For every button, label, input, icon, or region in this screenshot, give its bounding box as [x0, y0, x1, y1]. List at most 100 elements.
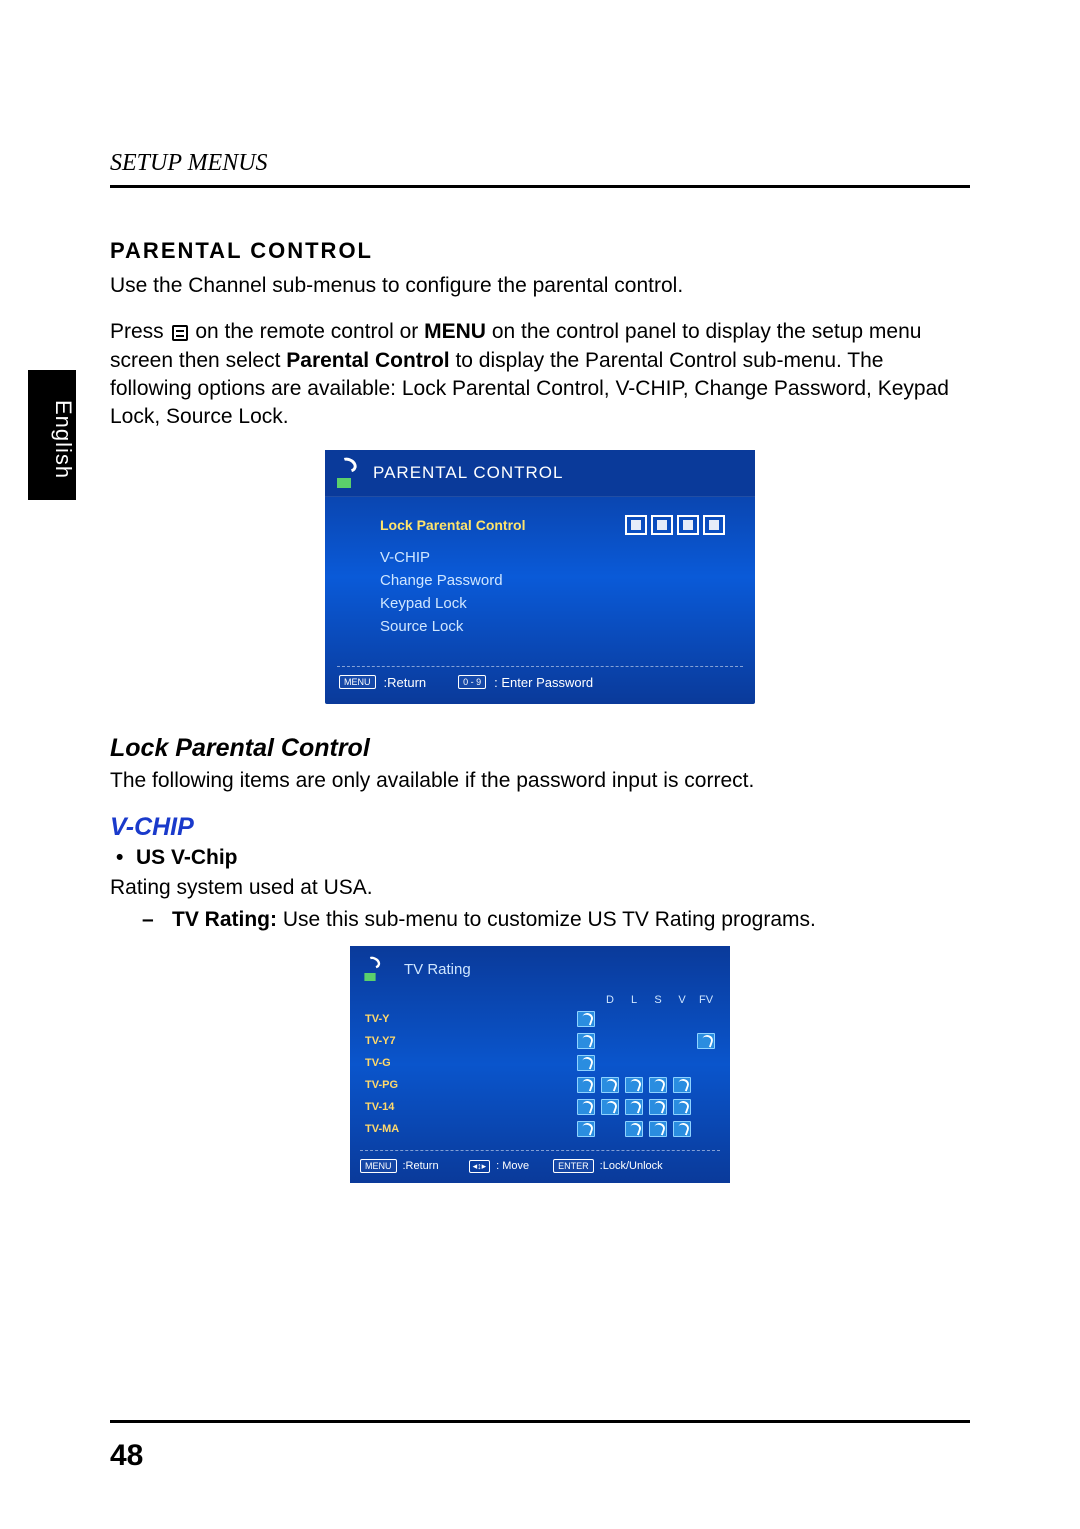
lock-cell[interactable]	[648, 1032, 668, 1050]
lock-cell[interactable]	[576, 1032, 596, 1050]
lock-unlock-label: :Lock/Unlock	[600, 1160, 663, 1172]
rating-header-row: D L S V FV	[364, 994, 716, 1006]
rating-label: TV-MA	[364, 1120, 572, 1138]
col-s: S	[648, 994, 668, 1006]
intro-text: Use the Channel sub-menus to configure t…	[110, 272, 970, 300]
enter-password-label: : Enter Password	[494, 675, 593, 690]
col-fv: FV	[696, 994, 716, 1006]
menu-key-badge: MENU	[339, 675, 376, 689]
tv-rating-screenshot: TV Rating D L S V FV TV-Y TV-Y7 TV-G TV-PG T…	[350, 946, 730, 1183]
lock-cell[interactable]	[576, 1010, 596, 1028]
lock-cell[interactable]	[576, 1054, 596, 1072]
ss1-divider	[337, 666, 743, 667]
change-password-item[interactable]: Change Password	[380, 569, 725, 592]
password-input-boxes[interactable]	[625, 515, 725, 535]
us-vchip-bullet: • US V-Chip	[110, 846, 970, 870]
lock-cell[interactable]	[624, 1098, 644, 1116]
tv-rating-dash: – TV Rating: Use this sub-menu to custom…	[110, 908, 970, 932]
col-d: D	[600, 994, 620, 1006]
parental-control-bold: Parental Control	[286, 349, 449, 372]
source-lock-item[interactable]: Source Lock	[380, 615, 725, 638]
lock-cell[interactable]	[624, 1032, 644, 1050]
ss1-selected-row[interactable]: Lock Parental Control	[380, 515, 725, 535]
lock-icon	[601, 1077, 619, 1093]
lock-cell[interactable]	[624, 1076, 644, 1094]
menu-key-badge-2: MENU	[360, 1159, 397, 1173]
rating-row: TV-14	[364, 1098, 716, 1116]
lock-cell[interactable]	[600, 1054, 620, 1072]
language-side-tab: English	[28, 370, 76, 500]
pw-digit-1[interactable]	[625, 515, 647, 535]
enter-key-badge: ENTER	[553, 1159, 594, 1173]
press-prefix: Press	[110, 320, 170, 343]
header-rule	[110, 185, 970, 188]
lock-cell[interactable]	[600, 1032, 620, 1050]
lock-icon	[625, 1121, 643, 1137]
pw-digit-2[interactable]	[651, 515, 673, 535]
lock-cell[interactable]	[600, 1120, 620, 1138]
page-number: 48	[110, 1439, 143, 1473]
lock-cell[interactable]	[672, 1120, 692, 1138]
rating-row: TV-PG	[364, 1076, 716, 1094]
lock-cell[interactable]	[600, 1076, 620, 1094]
lock-cell[interactable]	[648, 1010, 668, 1028]
lock-icon	[697, 1033, 715, 1049]
lock-icon	[577, 1077, 595, 1093]
lock-icon	[673, 1077, 691, 1093]
lock-cell[interactable]	[576, 1120, 596, 1138]
lock-cell[interactable]	[696, 1120, 716, 1138]
tv-logo-icon	[363, 957, 385, 981]
lock-cell[interactable]	[672, 1076, 692, 1094]
lock-cell[interactable]	[576, 1076, 596, 1094]
lock-cell[interactable]	[696, 1010, 716, 1028]
lock-icon	[601, 1099, 619, 1115]
ss1-header: PARENTAL CONTROL	[325, 450, 755, 497]
lock-cell[interactable]	[624, 1054, 644, 1072]
press-instructions: Press on the remote control or MENU on t…	[110, 318, 970, 431]
lock-cell[interactable]	[624, 1120, 644, 1138]
ss1-footer: MENU :Return 0 - 9 : Enter Password	[325, 675, 755, 690]
return-label-2: :Return	[403, 1160, 439, 1172]
lock-icon	[577, 1055, 595, 1071]
tv-rating-rest: Use this sub-menu to customize US TV Rat…	[277, 908, 816, 931]
numkey-badge: 0 - 9	[458, 675, 486, 689]
lock-cell[interactable]	[672, 1054, 692, 1072]
menu-word: MENU	[424, 320, 486, 343]
lock-icon	[577, 1033, 595, 1049]
pw-digit-3[interactable]	[677, 515, 699, 535]
lock-cell[interactable]	[600, 1010, 620, 1028]
move-label: : Move	[496, 1160, 529, 1172]
lock-parental-control-heading: Lock Parental Control	[110, 734, 970, 763]
lock-cell[interactable]	[600, 1098, 620, 1116]
lock-cell[interactable]	[696, 1098, 716, 1116]
lock-cell[interactable]	[672, 1032, 692, 1050]
vchip-item[interactable]: V-CHIP	[380, 546, 725, 569]
lock-parental-control-item: Lock Parental Control	[380, 517, 525, 533]
lock-cell[interactable]	[624, 1010, 644, 1028]
rating-label: TV-14	[364, 1098, 572, 1116]
rating-row: TV-MA	[364, 1120, 716, 1138]
pw-digit-4[interactable]	[703, 515, 725, 535]
lock-cell[interactable]	[648, 1098, 668, 1116]
lock-cell[interactable]	[696, 1032, 716, 1050]
parental-control-title: PARENTAL CONTROL	[110, 238, 970, 264]
ss1-title: PARENTAL CONTROL	[373, 463, 563, 483]
lock-icon	[673, 1121, 691, 1137]
rating-label: TV-Y	[364, 1010, 572, 1028]
ss2-header: TV Rating	[360, 954, 720, 984]
lock-cell[interactable]	[648, 1076, 668, 1094]
lock-cell[interactable]	[672, 1010, 692, 1028]
rating-label: TV-G	[364, 1054, 572, 1072]
lock-cell[interactable]	[576, 1098, 596, 1116]
us-vchip-text: Rating system used at USA.	[110, 874, 970, 902]
arrow-keys-icon: ◂↕▸	[469, 1160, 491, 1173]
us-vchip-label: US V-Chip	[136, 846, 238, 870]
ss1-body: Lock Parental Control V-CHIP Change Pass…	[325, 497, 755, 648]
lock-cell[interactable]	[648, 1054, 668, 1072]
lock-cell[interactable]	[672, 1098, 692, 1116]
keypad-lock-item[interactable]: Keypad Lock	[380, 592, 725, 615]
lock-cell[interactable]	[696, 1054, 716, 1072]
lock-cell[interactable]	[648, 1120, 668, 1138]
lock-cell[interactable]	[696, 1076, 716, 1094]
rating-row: TV-Y7	[364, 1032, 716, 1050]
